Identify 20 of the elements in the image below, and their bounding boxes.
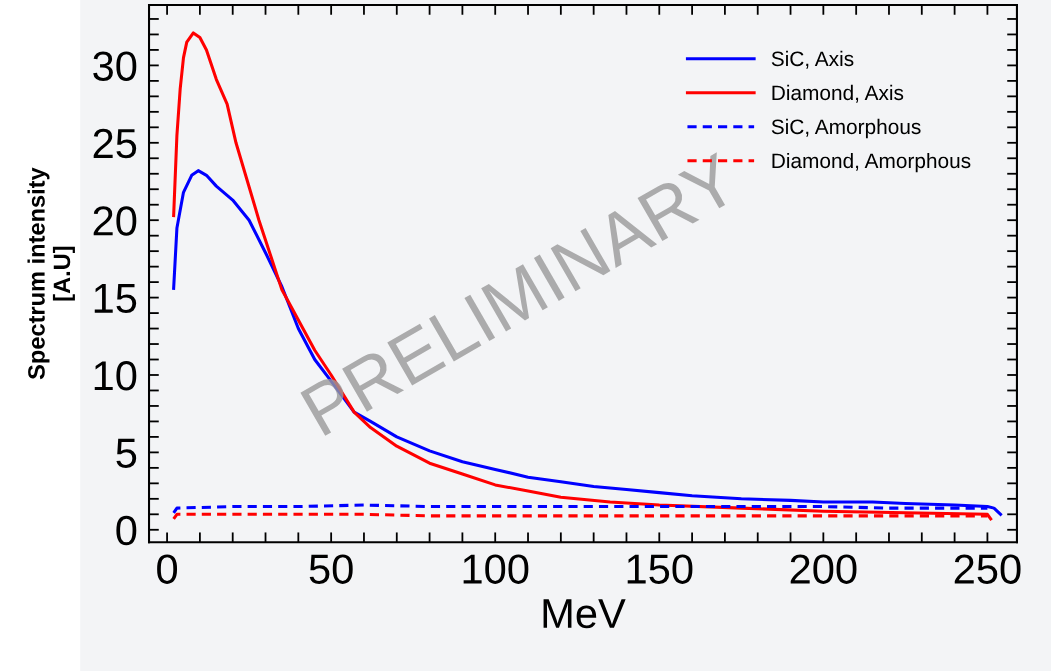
legend-label: SiC, Axis [771,50,854,69]
y-axis-title: Spectrum intensity [A.U] [27,167,75,380]
y-tick-label: 25 [93,128,137,159]
y-tick-label: 5 [116,438,137,468]
y-tick-label: 15 [94,284,137,314]
x-tick-label: 0 [157,554,178,584]
y-tick-label: 10 [94,360,137,391]
legend-label: Diamond, Amorphous [772,152,971,173]
y-tick-label: 0 [116,515,137,546]
y-tick-label: 30 [93,51,137,81]
legend-label: Diamond, Axis [772,84,904,103]
x-tick-label: 250 [954,554,1021,584]
x-tick-label: 50 [309,554,353,584]
x-axis-title: MeV [543,599,626,629]
x-tick-label: 100 [463,554,529,584]
x-tick-label: 200 [790,554,857,584]
legend-label: SiC, Amorphous [771,118,921,139]
line-series [172,31,993,521]
x-tick-label: 150 [627,554,693,584]
y-tick-label: 20 [93,206,137,236]
